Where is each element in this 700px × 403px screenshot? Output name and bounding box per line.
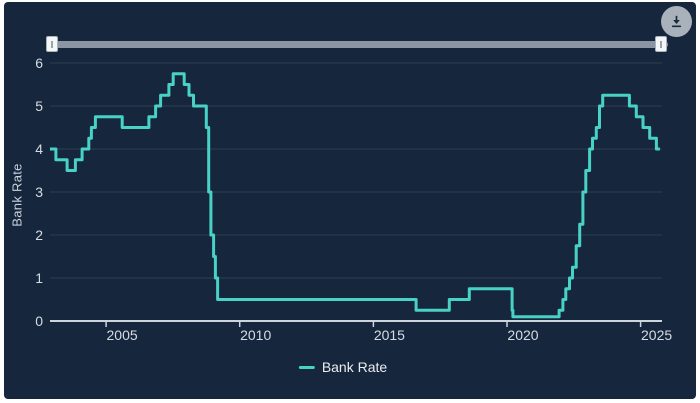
handle-grip-icon xyxy=(51,40,53,48)
x-tick-label: 2015 xyxy=(374,327,405,343)
x-tick-label: 2020 xyxy=(507,327,538,343)
download-button[interactable] xyxy=(661,6,692,37)
x-tick-label: 2010 xyxy=(240,327,271,343)
bank-rate-chart[interactable]: 2005 2010 2015 2020 2025 0 1 2 3 4 5 6 xyxy=(4,2,696,399)
legend-label: Bank Rate xyxy=(321,359,388,375)
y-tick-label: 1 xyxy=(35,270,43,286)
bank-rate-series-line[interactable] xyxy=(50,72,660,319)
y-tick-label: 3 xyxy=(35,184,43,200)
range-slider-handle-max[interactable] xyxy=(655,36,667,52)
range-slider-handle-min[interactable] xyxy=(46,36,58,52)
y-tick-label: 0 xyxy=(35,313,43,329)
x-tick-label: 2025 xyxy=(641,327,672,343)
range-slider-track[interactable] xyxy=(52,41,668,48)
y-tick-label: 2 xyxy=(35,227,43,243)
y-tick-label: 5 xyxy=(35,98,43,114)
y-tick-label: 4 xyxy=(35,141,43,157)
handle-grip-icon xyxy=(660,40,662,48)
chart-card: Bank Rate 2005 2010 2015 2020 2025 0 1 2 3 4 5 6 Ba… xyxy=(4,2,696,399)
y-tick-label: 6 xyxy=(35,55,43,71)
legend-item-bank-rate[interactable]: Bank Rate xyxy=(298,359,388,375)
legend-swatch xyxy=(298,365,315,369)
download-icon xyxy=(671,15,682,28)
x-tick-label: 2005 xyxy=(107,327,138,343)
